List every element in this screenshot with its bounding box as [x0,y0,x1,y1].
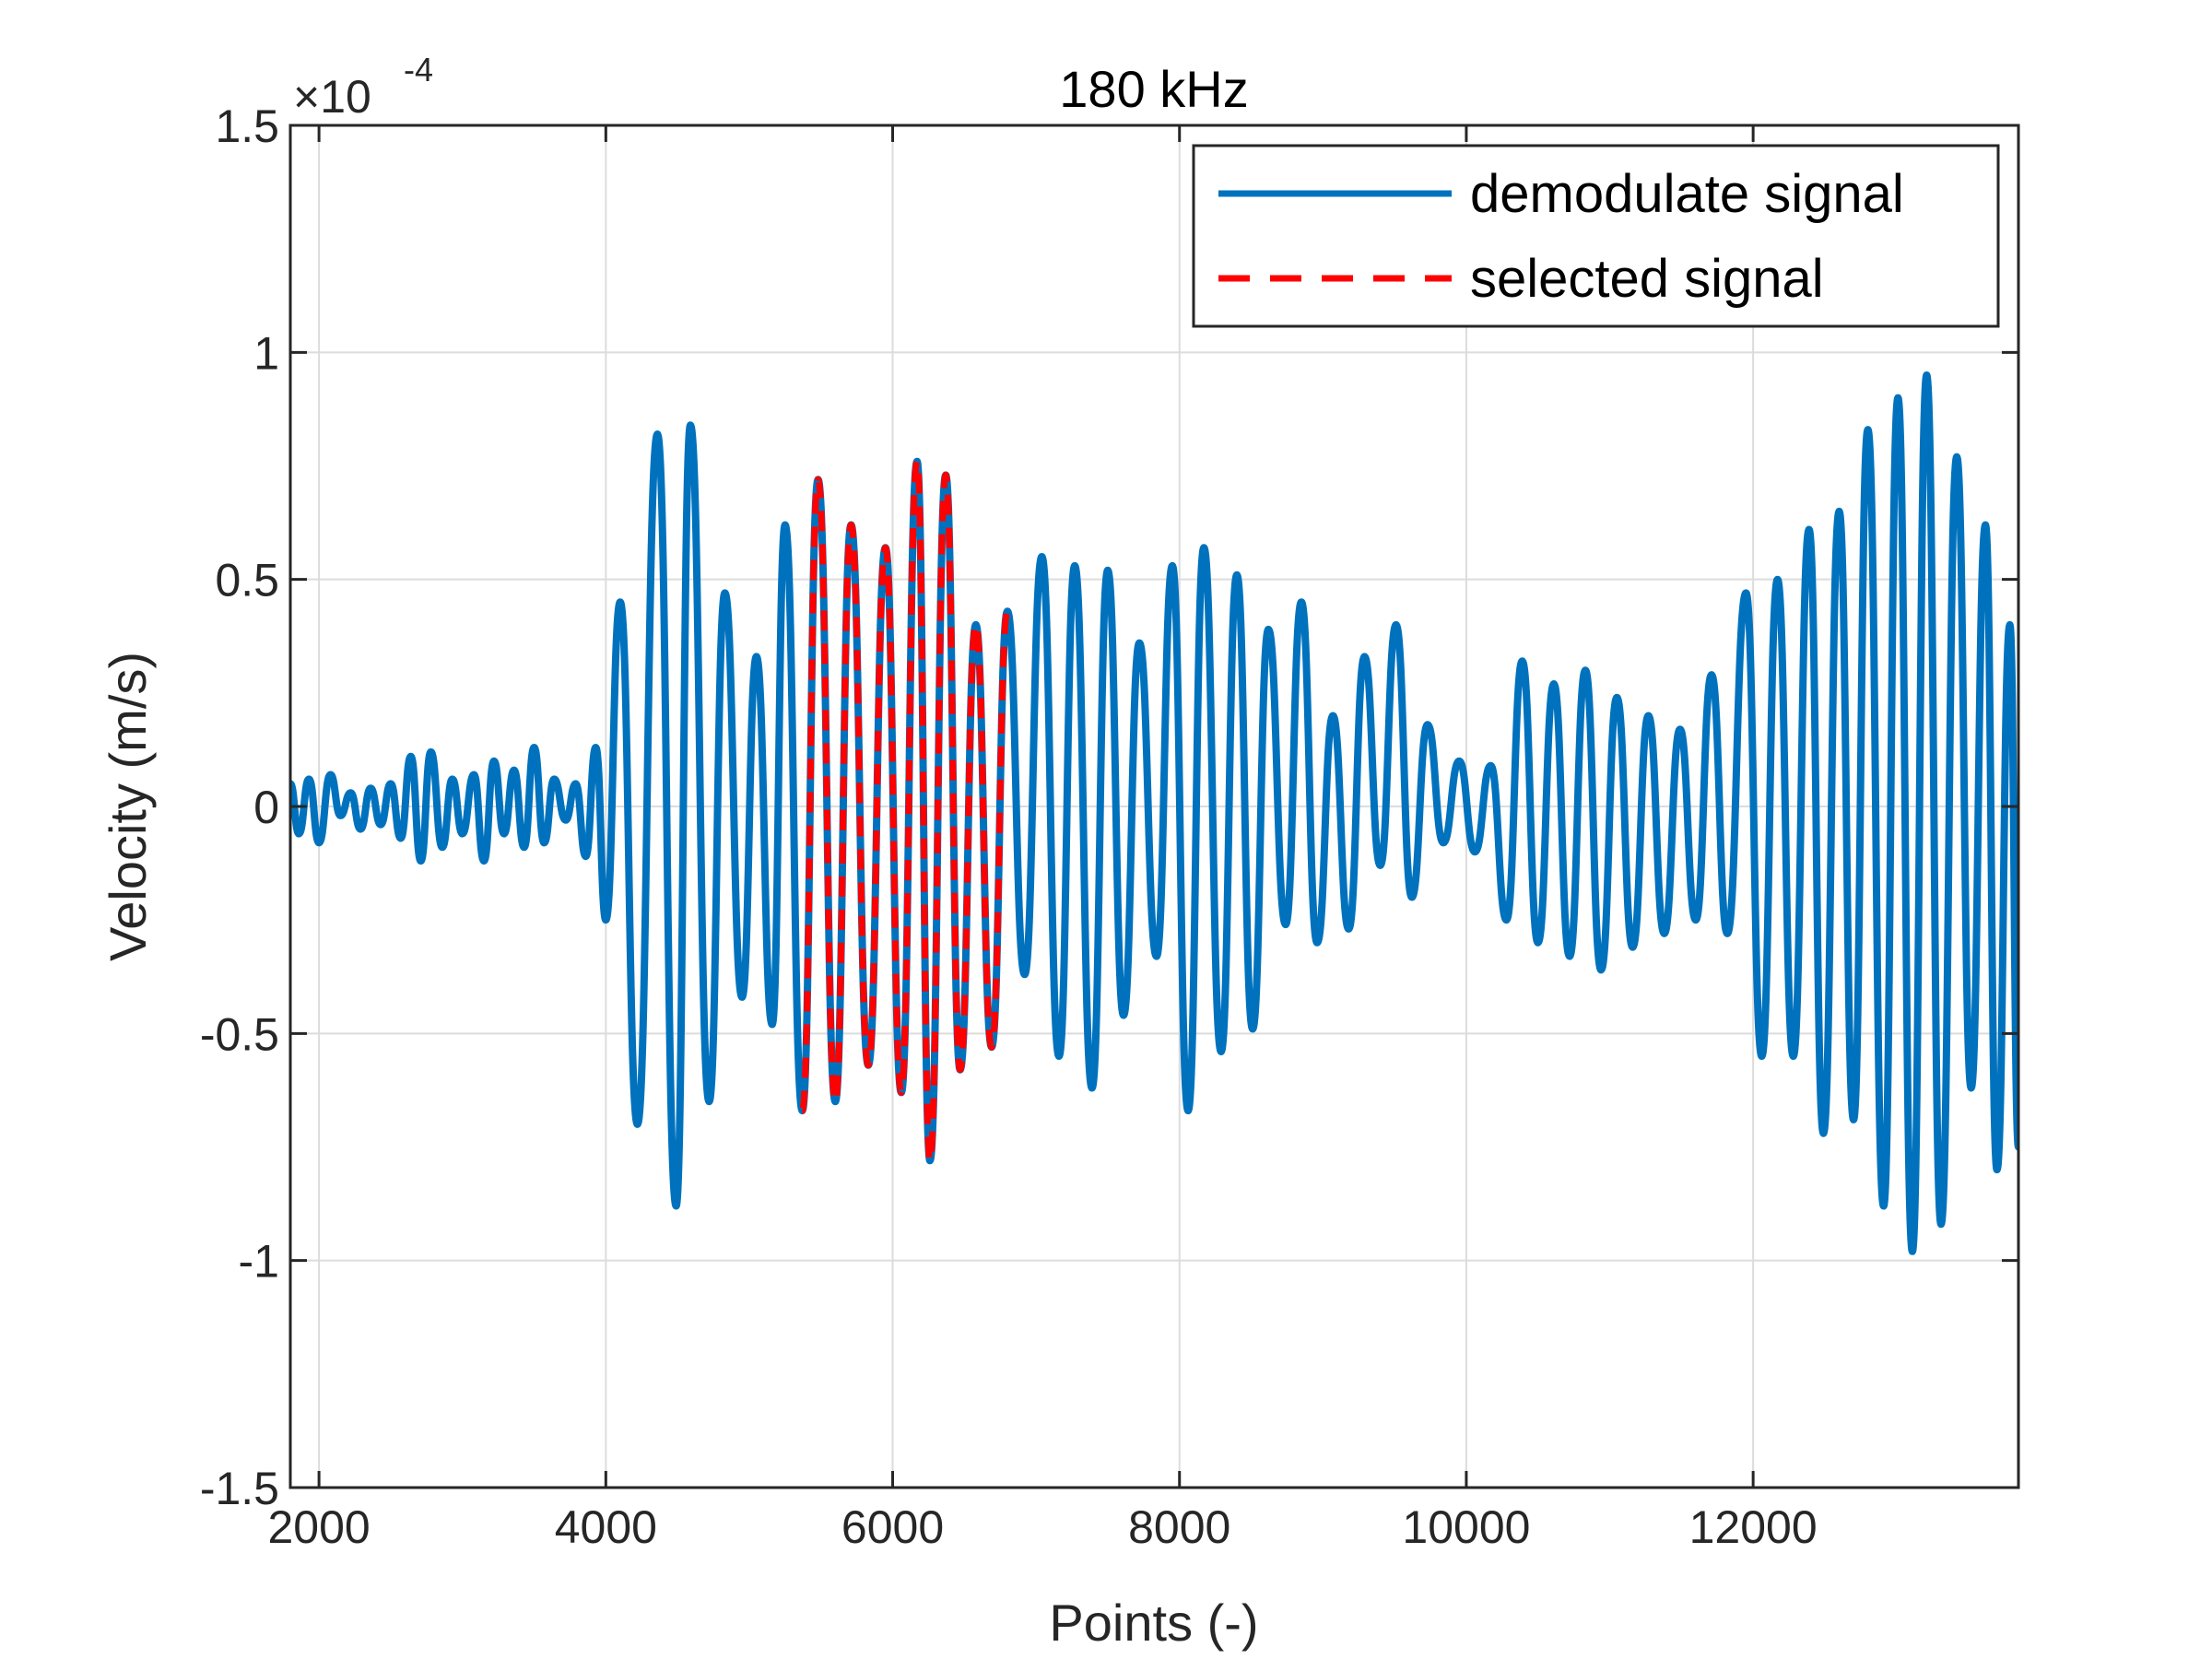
y-tick-label: -1.5 [200,1463,279,1514]
y-tick-label: -0.5 [200,1008,279,1060]
x-tick-label: 6000 [841,1501,944,1553]
x-tick-label: 12000 [1689,1501,1818,1553]
y-exponent-power: -4 [404,51,433,88]
y-tick-label: 0.5 [215,555,279,606]
legend-label-selected: selected signal [1470,249,1824,309]
y-tick-label: 1.5 [215,100,279,152]
x-tick-label: 4000 [555,1501,657,1553]
x-tick-label: 2000 [268,1501,371,1553]
y-tick-label: -1 [239,1236,279,1288]
legend-label-demodulate: demodulate signal [1470,164,1904,224]
x-tick-label: 8000 [1128,1501,1230,1553]
y-tick-label: 0 [253,782,279,833]
y-tick-label: 1 [253,327,279,379]
x-axis-label: Points (-) [1049,1594,1258,1652]
series-layer [290,371,2018,1255]
series-line-demodulate [290,371,2018,1255]
y-axis-label: Velocity (m/s) [99,652,157,961]
y-exponent-label: ×10 -4 [293,51,433,123]
legend: demodulate signal selected signal [1192,144,2000,328]
chart-title: 180 kHz [1059,60,1248,118]
ticks: 2000 4000 6000 8000 10000 12000 -1.5 -1 -0.5 0 0.5… [200,100,2018,1553]
y-exponent-base: ×10 [293,71,371,123]
x-tick-label: 10000 [1402,1501,1530,1553]
series-line-selected [799,458,1011,1164]
legend-box [1192,144,2000,328]
